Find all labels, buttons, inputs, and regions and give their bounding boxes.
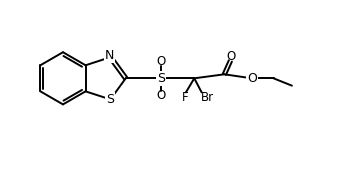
Text: Br: Br [201, 91, 214, 104]
Text: S: S [157, 72, 165, 85]
Text: S: S [106, 93, 114, 106]
Text: O: O [156, 89, 166, 102]
Text: O: O [156, 55, 166, 68]
Text: F: F [182, 91, 189, 104]
Text: O: O [247, 72, 257, 85]
Text: O: O [226, 50, 236, 63]
Text: N: N [105, 49, 114, 62]
